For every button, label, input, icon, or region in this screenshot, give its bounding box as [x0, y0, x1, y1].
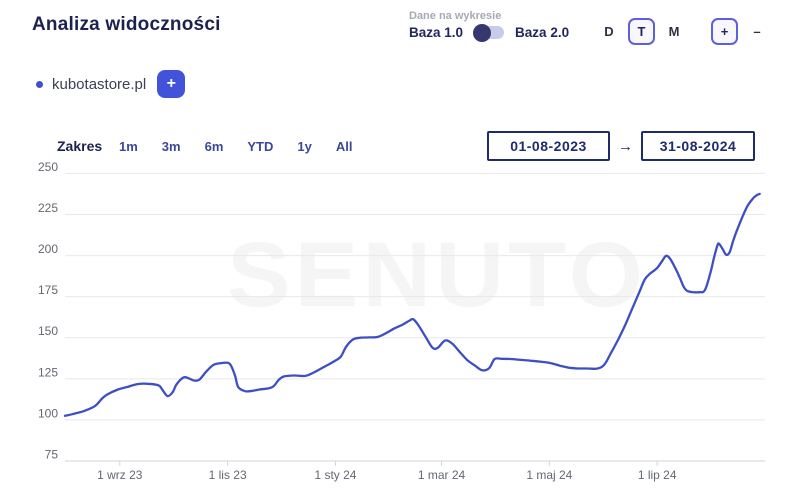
data-source-toggle-group: Dane na wykresie Baza 1.0 Baza 2.0 — [409, 10, 570, 42]
y-gridlines — [65, 172, 765, 462]
svg-text:1 mar 24: 1 mar 24 — [418, 468, 466, 482]
x-axis-labels: 1 wrz 23 1 lis 23 1 sty 24 1 mar 24 1 maj 24… — [97, 468, 677, 482]
svg-text:1 sty 24: 1 sty 24 — [314, 468, 356, 482]
date-to-input[interactable]: 31-08-2024 — [641, 131, 755, 161]
add-domain-button[interactable]: + — [157, 70, 186, 98]
svg-text:1 lip 24: 1 lip 24 — [638, 468, 677, 482]
svg-text:200: 200 — [38, 242, 58, 256]
chart-canvas: SENUTO 75 100 125 150 175 200 225 250 1 wrz 23 1 l… — [38, 160, 765, 482]
range-option-6m[interactable]: 6m — [204, 139, 224, 154]
baza-2-label: Baza 2.0 — [515, 25, 570, 40]
range-label: Zakres — [57, 138, 103, 154]
svg-text:1 wrz 23: 1 wrz 23 — [97, 468, 143, 482]
svg-text:1 maj 24: 1 maj 24 — [526, 468, 572, 482]
range-option-3m[interactable]: 3m — [161, 139, 181, 154]
y-axis-labels: 75 100 125 150 175 200 225 250 — [38, 160, 58, 462]
range-option-1m[interactable]: 1m — [119, 139, 138, 154]
granularity-button-m[interactable]: M — [666, 18, 682, 45]
zoom-in-button[interactable]: + — [711, 17, 738, 45]
chart-zoom-controls: + – — [711, 17, 765, 45]
range-option-1y[interactable]: 1y — [297, 139, 312, 154]
range-option-ytd[interactable]: YTD — [247, 139, 274, 154]
legend-series-label[interactable]: kubotastore.pl — [52, 75, 147, 93]
series-color-dot — [36, 80, 43, 88]
granularity-button-t[interactable]: T — [628, 17, 655, 45]
page-title: Analiza widoczności — [32, 14, 221, 35]
baza-1-label: Baza 1.0 — [409, 25, 464, 40]
range-presets: 1m 3m 6m YTD 1y All — [119, 139, 352, 154]
visibility-line-chart[interactable]: SENUTO 75 100 125 150 175 200 225 250 1 wrz 23 1 l… — [0, 157, 785, 499]
range-option-all[interactable]: All — [335, 139, 353, 154]
date-range-picker: 01-08-2023 → 31-08-2024 — [487, 131, 755, 161]
svg-text:175: 175 — [38, 283, 58, 297]
svg-text:75: 75 — [45, 448, 59, 462]
granularity-button-d[interactable]: D — [601, 18, 617, 45]
svg-text:125: 125 — [38, 365, 58, 379]
senuto-watermark: SENUTO — [227, 224, 647, 326]
date-range-arrow-icon: → — [618, 137, 633, 155]
data-on-chart-label: Dane na wykresie — [409, 10, 502, 22]
zoom-out-button[interactable]: – — [749, 18, 765, 45]
baza-toggle-switch[interactable] — [473, 23, 505, 42]
chart-legend: kubotastore.pl + — [36, 70, 186, 98]
date-from-input[interactable]: 01-08-2023 — [487, 131, 610, 161]
svg-text:150: 150 — [38, 324, 58, 338]
svg-text:1 lis 23: 1 lis 23 — [209, 468, 247, 482]
toggle-knob — [473, 23, 492, 42]
svg-text:225: 225 — [38, 201, 58, 215]
x-axis-ticks — [119, 461, 658, 466]
svg-text:250: 250 — [38, 160, 58, 174]
series-line-kubotastore.pl[interactable] — [63, 192, 761, 417]
range-controls: Zakres 1m 3m 6m YTD 1y All 01-08-2023 → 31-08… — [0, 131, 785, 161]
svg-text:100: 100 — [38, 406, 58, 420]
